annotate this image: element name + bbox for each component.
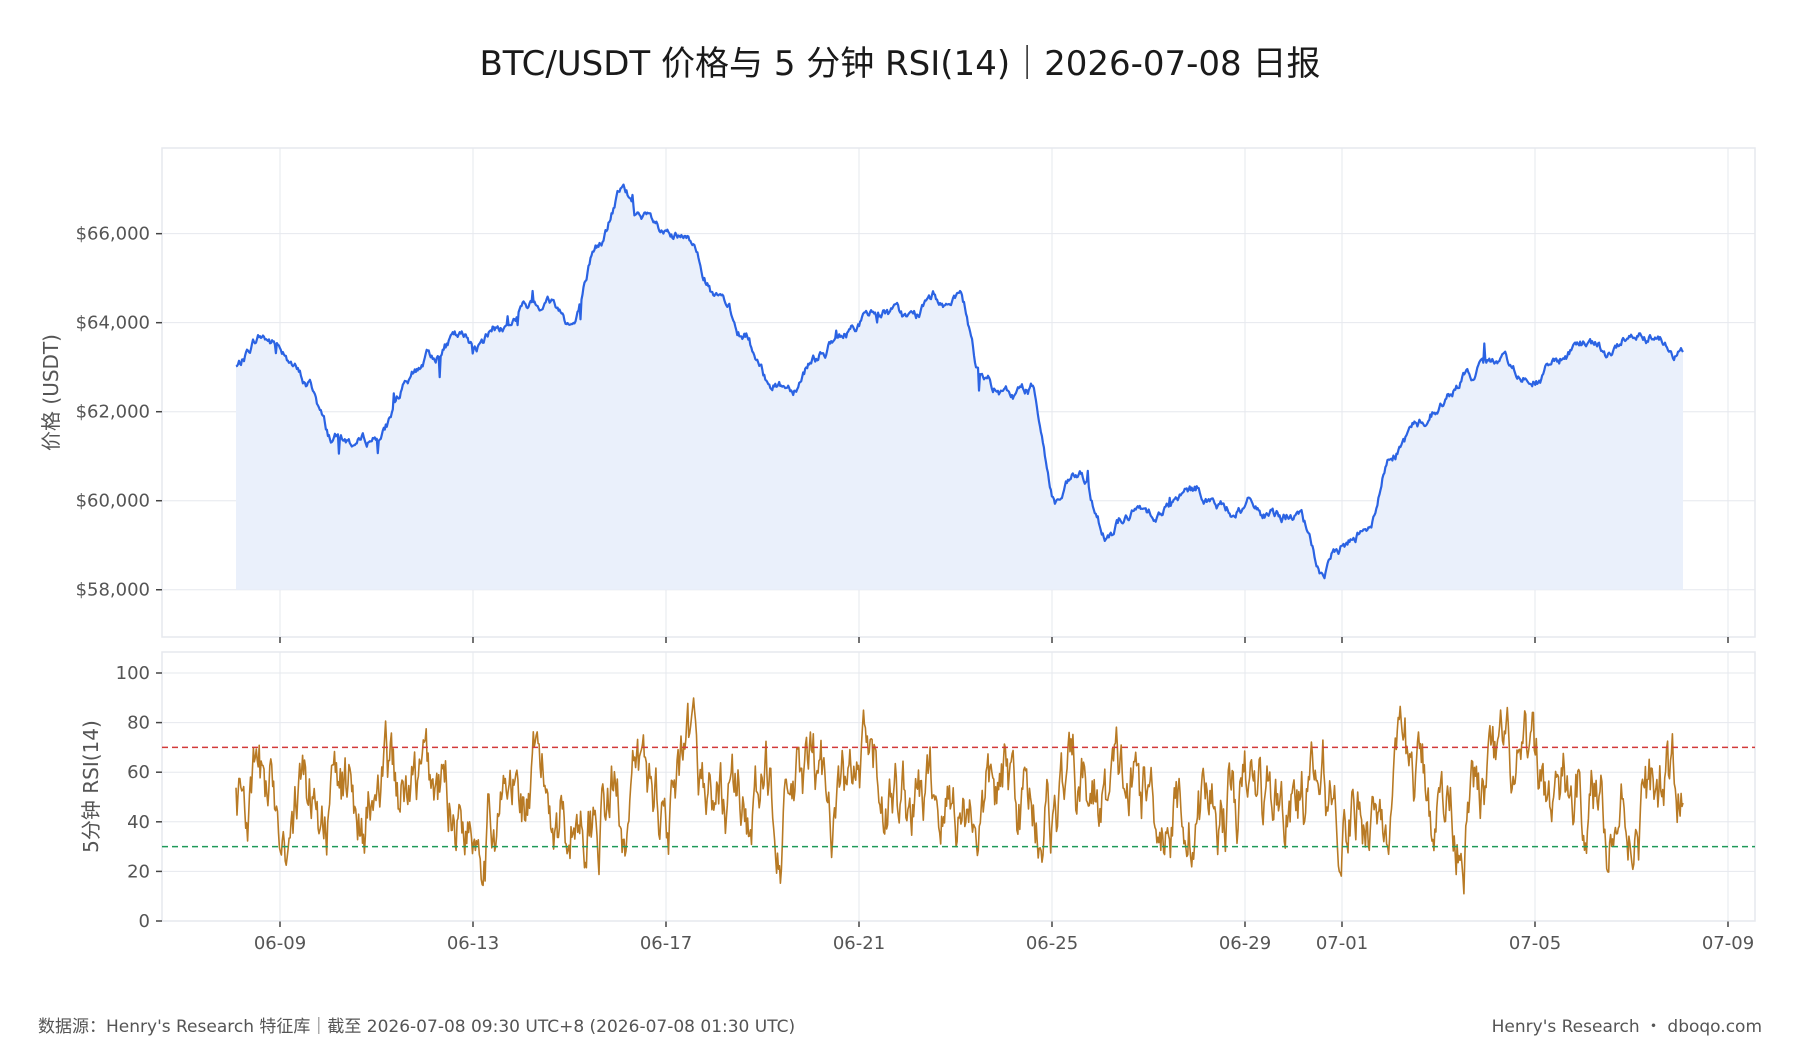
x-tick-label: 07-05 — [1509, 933, 1561, 954]
price-y-tick-label: $58,000 — [76, 580, 150, 601]
x-tick-label: 06-29 — [1219, 933, 1271, 954]
price-y-tick-label: $60,000 — [76, 491, 150, 512]
rsi-y-tick-label: 100 — [116, 663, 150, 684]
rsi-y-tick-label: 20 — [127, 861, 150, 882]
price-y-tick-label: $62,000 — [76, 402, 150, 423]
price-y-tick-label: $66,000 — [76, 224, 150, 245]
x-tick-label: 07-01 — [1316, 933, 1368, 954]
price-y-axis-label: 价格 (USDT) — [39, 334, 63, 451]
x-tick-label: 06-25 — [1026, 933, 1078, 954]
x-tick-label: 07-09 — [1702, 933, 1754, 954]
rsi-y-tick-label: 80 — [127, 713, 150, 734]
rsi-y-tick-label: 40 — [127, 812, 150, 833]
price-y-tick-label: $64,000 — [76, 313, 150, 334]
x-tick-label: 06-17 — [640, 933, 692, 954]
chart-title: BTC/USDT 价格与 5 分钟 RSI(14)｜2026-07-08 日报 — [479, 44, 1321, 84]
x-tick-label: 06-09 — [254, 933, 306, 954]
x-tick-label: 06-13 — [447, 933, 499, 954]
rsi-y-tick-label: 60 — [127, 762, 150, 783]
rsi-series-line — [235, 697, 1684, 895]
price-series-line — [235, 183, 1684, 580]
x-tick-label: 06-21 — [833, 933, 885, 954]
rsi-y-axis-label: 5分钟 RSI(14) — [79, 720, 103, 853]
price-panel-frame — [161, 147, 1756, 638]
price-area-fill — [236, 184, 1683, 590]
rsi-y-tick-label: 0 — [139, 911, 150, 932]
brand-credit: Henry's Research ・ dboqo.com — [1491, 1017, 1762, 1037]
data-source-note: 数据源：Henry's Research 特征库｜截至 2026-07-08 0… — [38, 1017, 796, 1037]
